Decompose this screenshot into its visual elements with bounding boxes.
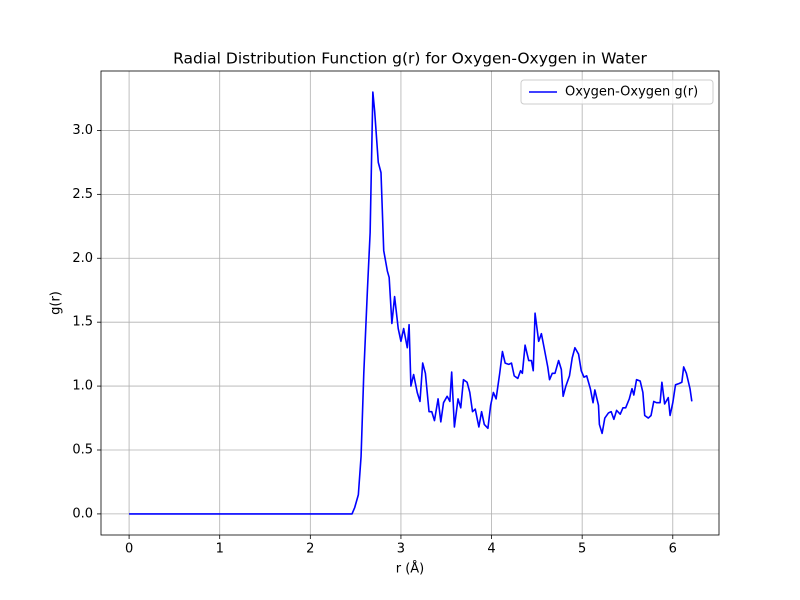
y-tick-label: 1.5 (72, 315, 93, 330)
y-axis-label: g(r) (49, 291, 64, 315)
x-tick-label: 3 (397, 542, 405, 557)
plot-frame (100, 70, 720, 536)
y-tick-label: 0.5 (72, 442, 93, 457)
y-tick-label: 1.0 (72, 379, 93, 394)
legend-label: Oxygen-Oxygen g(r) (565, 85, 698, 100)
legend-box (520, 79, 714, 105)
x-tick-label: 0 (125, 542, 133, 557)
x-tick-label: 4 (487, 542, 495, 557)
x-tick-label: 5 (578, 542, 586, 557)
x-axis-label: r (Å) (396, 561, 425, 577)
y-tick-label: 0.0 (72, 506, 93, 521)
y-tick-label: 2.5 (72, 187, 93, 202)
x-tick-label: 1 (216, 542, 224, 557)
x-tick-label: 6 (669, 542, 677, 557)
y-tick-label: 2.0 (72, 251, 93, 266)
data-line (129, 91, 693, 515)
y-tick-label: 3.0 (72, 123, 93, 138)
x-tick-label: 2 (306, 542, 314, 557)
chart-title: Radial Distribution Function g(r) for Ox… (173, 50, 647, 68)
